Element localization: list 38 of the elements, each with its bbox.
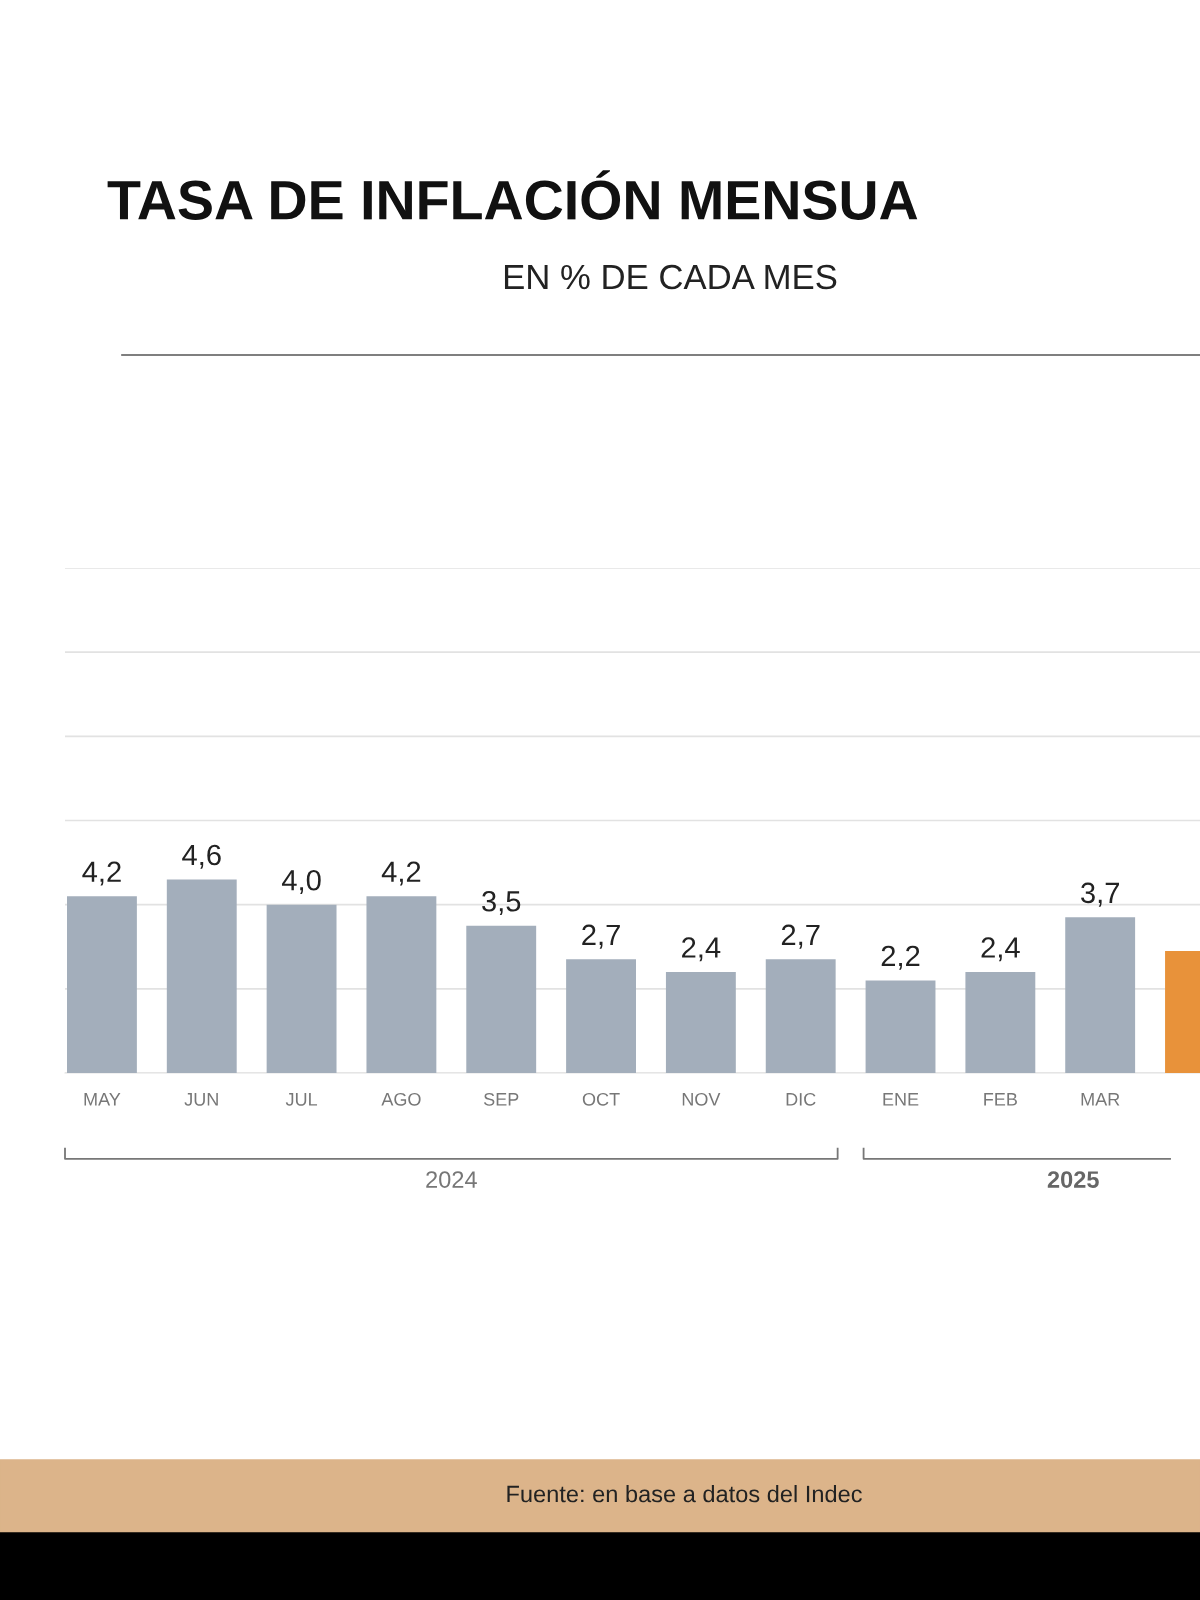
data-label: 4,6 (182, 844, 221, 869)
data-label: 2,4 (682, 937, 721, 962)
data-label: 4,2 (381, 861, 421, 886)
data-label: 4,2 (82, 861, 121, 886)
bar (566, 959, 636, 1073)
data-label: 2,2 (881, 945, 920, 970)
x-tick-label: FEB (984, 1093, 1017, 1106)
bar (765, 959, 836, 1073)
x-tick-label: AGO (381, 1092, 421, 1106)
data-label: 2,7 (582, 924, 620, 949)
data-label: 2,7 (781, 924, 820, 949)
x-tick-label: ENE (883, 1093, 919, 1106)
chart-subtitle: EN % DE CADA MES (504, 264, 837, 290)
x-tick-label: DIC (786, 1092, 816, 1106)
bar (466, 925, 537, 1073)
bar (665, 972, 736, 1073)
x-tick-label: SEP (483, 1092, 519, 1106)
bar (166, 879, 237, 1073)
x-tick-label: OCT (582, 1092, 620, 1106)
data-label: 4,0 (281, 869, 321, 895)
bar (865, 980, 936, 1073)
bar (1065, 917, 1136, 1073)
data-label: 3,5 (482, 890, 521, 916)
bar (67, 896, 137, 1073)
data-label: 3,7 (1081, 882, 1119, 907)
bar (965, 972, 1036, 1073)
bar (366, 896, 437, 1073)
text: 2025 (1047, 1171, 1099, 1188)
x-tick-label: NOV (682, 1092, 721, 1106)
x-tick-label: JUL (285, 1093, 318, 1106)
bar (266, 904, 337, 1073)
text: 2024 (426, 1171, 477, 1188)
data-label: 2,4 (981, 937, 1020, 962)
x-tick-label: MAR (1081, 1093, 1120, 1106)
chart-title: TASA DE INFLACIÓN MENSUA (107, 170, 918, 220)
source-note: Fuente: en base a datos del Indec (507, 1484, 862, 1503)
x-tick-label: JUN (184, 1093, 218, 1106)
x-tick-label: MAY (84, 1093, 121, 1106)
